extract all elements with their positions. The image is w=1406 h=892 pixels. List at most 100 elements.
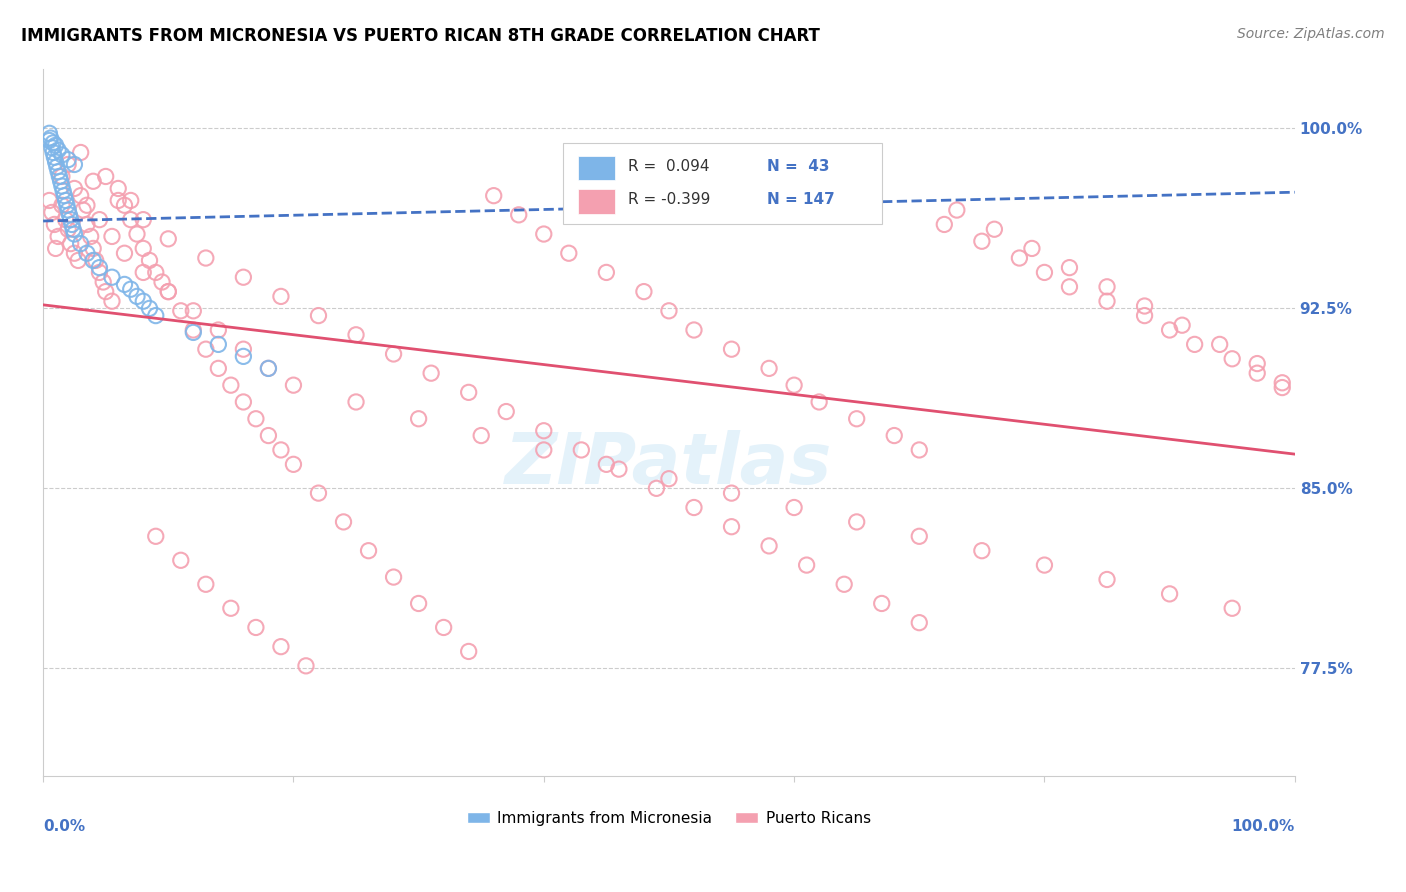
Text: 0.0%: 0.0%: [44, 819, 86, 834]
Point: [908, 615, 931, 630]
Point: [332, 515, 354, 529]
Point: [51, 179, 73, 194]
Point: [67, 253, 90, 268]
Point: [270, 289, 292, 303]
Point: [56, 157, 79, 171]
Point: [49, 174, 72, 188]
Text: N =  43: N = 43: [766, 159, 830, 174]
Point: [170, 553, 193, 567]
Point: [508, 208, 530, 222]
Point: [101, 294, 124, 309]
Point: [257, 361, 280, 376]
Point: [344, 327, 367, 342]
Point: [720, 342, 742, 356]
Point: [832, 577, 855, 591]
Point: [91, 275, 114, 289]
Point: [72, 202, 94, 217]
Point: [46, 143, 69, 157]
Point: [170, 303, 193, 318]
Point: [44, 218, 66, 232]
Point: [89, 265, 111, 279]
Point: [420, 366, 443, 380]
Point: [42, 136, 65, 150]
Text: R =  0.094: R = 0.094: [627, 159, 709, 174]
Text: IMMIGRANTS FROM MICRONESIA VS PUERTO RICAN 8TH GRADE CORRELATION CHART: IMMIGRANTS FROM MICRONESIA VS PUERTO RIC…: [21, 27, 820, 45]
Point: [51, 169, 73, 184]
Point: [1184, 337, 1206, 351]
Point: [558, 246, 581, 260]
Point: [51, 148, 73, 162]
Point: [845, 515, 868, 529]
Point: [883, 428, 905, 442]
Point: [245, 620, 267, 634]
Point: [194, 342, 217, 356]
Point: [69, 145, 91, 160]
Point: [82, 242, 104, 256]
Point: [683, 323, 706, 337]
Point: [60, 218, 83, 232]
Point: [101, 270, 124, 285]
Text: 100.0%: 100.0%: [1232, 819, 1295, 834]
Point: [245, 411, 267, 425]
Point: [138, 301, 160, 316]
Point: [62, 222, 84, 236]
Point: [55, 212, 77, 227]
Point: [870, 597, 893, 611]
Point: [495, 404, 517, 418]
Point: [157, 285, 180, 299]
Point: [783, 378, 806, 392]
Point: [470, 428, 492, 442]
Point: [125, 227, 148, 241]
Point: [79, 229, 101, 244]
Point: [1208, 337, 1230, 351]
Point: [38, 194, 60, 208]
Point: [720, 486, 742, 500]
Point: [908, 529, 931, 543]
Point: [533, 424, 555, 438]
Point: [382, 570, 405, 584]
Point: [270, 442, 292, 457]
Point: [1021, 242, 1043, 256]
Point: [53, 188, 76, 202]
Point: [120, 212, 142, 227]
Point: [45, 160, 67, 174]
Point: [46, 164, 69, 178]
Point: [145, 309, 167, 323]
Point: [125, 289, 148, 303]
Point: [207, 361, 229, 376]
Point: [63, 246, 86, 260]
Point: [1133, 309, 1156, 323]
Point: [56, 222, 79, 236]
Legend: Immigrants from Micronesia, Puerto Ricans: Immigrants from Micronesia, Puerto Rican…: [461, 805, 877, 832]
Point: [63, 227, 86, 241]
Point: [257, 428, 280, 442]
Point: [1159, 323, 1181, 337]
Point: [295, 658, 318, 673]
Point: [232, 395, 254, 409]
Point: [783, 500, 806, 515]
Point: [1220, 601, 1243, 615]
Point: [607, 462, 630, 476]
Point: [983, 222, 1005, 236]
Point: [595, 265, 617, 279]
Point: [194, 577, 217, 591]
Point: [1271, 376, 1294, 390]
Point: [1033, 265, 1056, 279]
Point: [45, 242, 67, 256]
FancyBboxPatch shape: [562, 143, 882, 224]
Point: [1246, 357, 1268, 371]
Point: [46, 229, 69, 244]
Point: [658, 472, 681, 486]
Point: [1220, 351, 1243, 366]
Point: [970, 543, 993, 558]
Point: [219, 601, 242, 615]
Point: [138, 253, 160, 268]
Point: [232, 270, 254, 285]
Point: [101, 229, 124, 244]
Point: [1246, 366, 1268, 380]
Point: [796, 558, 818, 573]
Point: [69, 188, 91, 202]
Point: [45, 155, 67, 169]
Text: Source: ZipAtlas.com: Source: ZipAtlas.com: [1237, 27, 1385, 41]
Point: [82, 253, 104, 268]
